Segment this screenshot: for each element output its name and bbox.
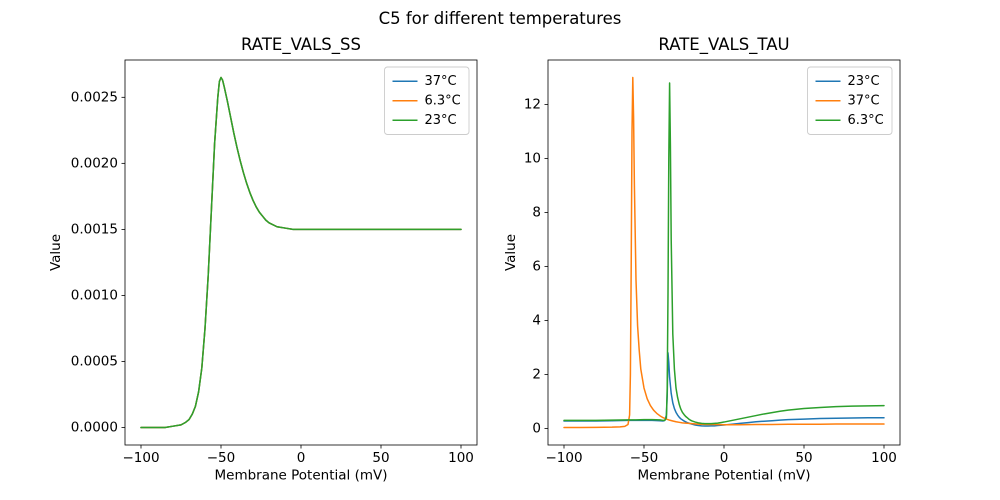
- x-tick-label: −100: [122, 450, 159, 466]
- x-tick-label: 100: [871, 450, 897, 466]
- legend-label: 37°C: [425, 74, 457, 89]
- y-tick-label: 0: [532, 421, 541, 437]
- subplot-rate-vals-tau: −100 −50 0 50 100 0 2 4 6 8 10 12 Membrane Potential…: [503, 35, 901, 484]
- x-axis-label: Membrane Potential (mV): [637, 468, 810, 484]
- x-axis-label: Membrane Potential (mV): [214, 468, 387, 484]
- x-tick-label: 50: [372, 450, 389, 466]
- x-tick-label: −50: [207, 450, 236, 466]
- series-line-23-c: [140, 76, 462, 429]
- series-line-6.3-c: [563, 82, 885, 425]
- y-tick-label: 0.0015: [71, 221, 118, 237]
- x-tick-label: −100: [545, 450, 582, 466]
- series-line-23-c: [563, 352, 885, 427]
- y-tick-label: 4: [532, 313, 541, 329]
- figure-suptitle: C5 for different temperatures: [378, 9, 622, 28]
- legend: 23°C 37°C 6.3°C: [807, 66, 893, 135]
- y-tick-label: 0.0025: [71, 89, 118, 105]
- y-tick-label: 0.0000: [71, 420, 118, 436]
- y-tick-label: 0.0010: [71, 287, 118, 303]
- y-tick-label: 12: [524, 97, 541, 113]
- legend-box: [807, 66, 893, 135]
- y-tick-label: 6: [532, 259, 541, 275]
- x-tick-label: 0: [720, 450, 729, 466]
- legend-box: [384, 66, 470, 135]
- legend-label: 23°C: [848, 74, 880, 89]
- x-tick-label: 100: [448, 450, 474, 466]
- x-tick-label: 50: [795, 450, 812, 466]
- x-tick-label: −50: [630, 450, 659, 466]
- legend-label: 23°C: [425, 113, 457, 128]
- legend-label: 37°C: [848, 93, 880, 108]
- y-axis-label: Value: [48, 234, 64, 271]
- legend-label: 6.3°C: [425, 93, 461, 108]
- subplot-title: RATE_VALS_TAU: [658, 35, 789, 55]
- legend-label: 6.3°C: [848, 113, 884, 128]
- y-tick-label: 0.0020: [71, 155, 118, 171]
- y-tick-label: 8: [532, 205, 541, 221]
- y-tick-label: 2: [532, 367, 541, 383]
- y-axis-label: Value: [503, 234, 519, 271]
- y-tick-label: 0.0005: [71, 353, 118, 369]
- legend: 37°C 6.3°C 23°C: [384, 66, 470, 135]
- subplot-title: RATE_VALS_SS: [241, 35, 361, 55]
- y-tick-label: 10: [524, 151, 541, 167]
- x-tick-label: 0: [297, 450, 306, 466]
- series-line-37-c: [563, 76, 885, 429]
- subplot-rate-vals-ss: −100 −50 0 50 100 0.0000 0.0005 0.0010 0.0015 0.0…: [48, 35, 478, 484]
